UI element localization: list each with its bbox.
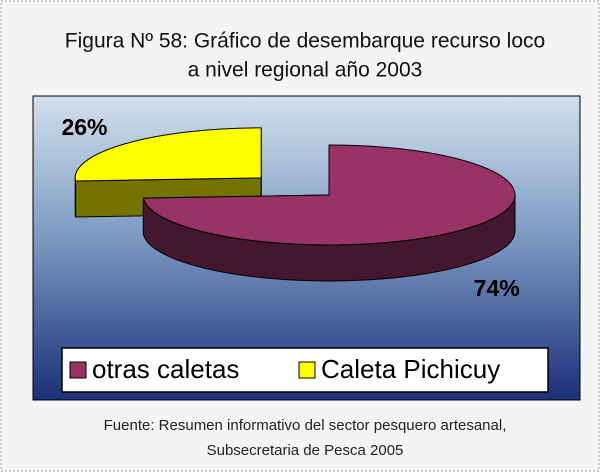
source: Subsecretaria de Pesca 2005 [207, 442, 404, 459]
pie: 26% 74% [61, 114, 519, 301]
chart-title: Figura Nº 58: Gráfico de desembarque rec… [65, 30, 545, 53]
legend-label: otras caletas [92, 354, 239, 384]
data-label: 74% [474, 275, 520, 301]
data-label: 26% [61, 114, 107, 140]
legend-swatch [298, 361, 316, 379]
slice [142, 144, 516, 246]
source: Fuente: Resumen informativo del sector p… [104, 417, 507, 434]
legend [61, 347, 549, 393]
slice [74, 127, 262, 182]
legend-items: otras caletas Caleta Pichicuy [69, 354, 500, 384]
legend-label: Caleta Pichicuy [321, 354, 500, 384]
chart-title: a nivel regional año 2003 [188, 59, 423, 82]
legend-swatch [69, 361, 87, 379]
